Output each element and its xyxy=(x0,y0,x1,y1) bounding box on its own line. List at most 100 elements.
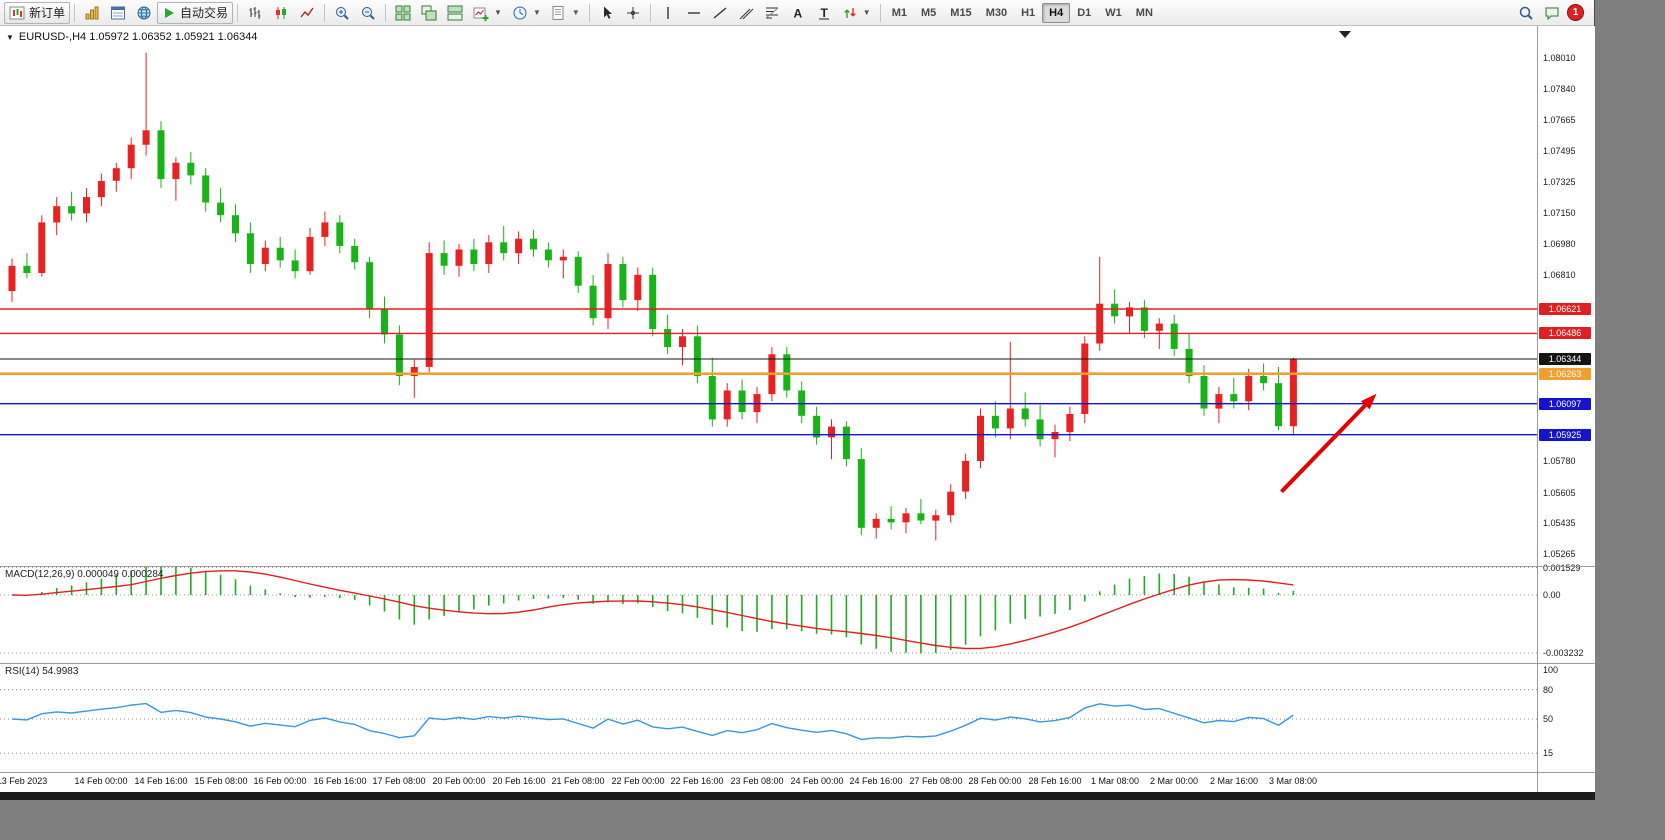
candle-body xyxy=(306,236,314,272)
channel-tool-button[interactable] xyxy=(733,2,759,24)
time-label: 20 Feb 00:00 xyxy=(432,776,486,786)
macd-pane-canvas[interactable] xyxy=(0,566,1537,663)
time-axis[interactable]: 13 Feb 2023 14 Feb 00:00 14 Feb 16:00 15 Fe… xyxy=(0,772,1537,792)
new-order-button[interactable]: 新订单 xyxy=(4,1,71,24)
candle-body xyxy=(246,233,254,264)
annotation-arrow[interactable] xyxy=(1280,398,1373,494)
candle-body xyxy=(440,253,448,266)
time-label: 24 Feb 00:00 xyxy=(790,776,844,786)
zoom-in-button[interactable] xyxy=(329,2,355,24)
profiles-button[interactable]: ▼ xyxy=(507,2,546,24)
chat-button[interactable] xyxy=(1539,2,1565,24)
profiles-clock-icon xyxy=(513,6,527,19)
text-label-tool-button[interactable]: T xyxy=(811,2,837,24)
rsi-axis-label: 80 xyxy=(1543,685,1554,695)
tf-button-h4[interactable]: H4 xyxy=(1042,2,1071,23)
candle-body xyxy=(232,215,239,234)
candle-body xyxy=(813,415,821,438)
candle-body xyxy=(604,264,612,319)
rsi-pane-canvas[interactable] xyxy=(0,663,1537,772)
auto-trading-button[interactable]: 自动交易 xyxy=(157,1,234,24)
time-label: 22 Feb 00:00 xyxy=(611,776,665,786)
candle-body xyxy=(1155,323,1163,331)
desktop-background xyxy=(1596,0,1665,840)
candle-body xyxy=(1260,376,1268,384)
candle-body xyxy=(664,329,672,348)
horizontal-line-icon xyxy=(687,11,700,14)
tf-button-m5[interactable]: M5 xyxy=(914,3,943,23)
search-button[interactable] xyxy=(1513,2,1539,24)
price-tag: 1.06486 xyxy=(1539,327,1591,339)
arrows-tool-button[interactable]: ▼ xyxy=(837,2,876,24)
symbol-dropdown-icon[interactable]: ▼ xyxy=(6,32,14,42)
time-label: 2 Mar 16:00 xyxy=(1209,776,1259,786)
toolbar-separator xyxy=(237,3,239,22)
candle-body xyxy=(708,376,716,420)
templates-button[interactable]: ▼ xyxy=(546,2,585,24)
market-watch-button[interactable] xyxy=(79,2,105,24)
new-order-icon xyxy=(9,6,25,19)
tf-button-m1[interactable]: M1 xyxy=(885,3,914,23)
candle-body xyxy=(589,285,597,319)
candle-body xyxy=(1021,408,1029,420)
bar-chart-button[interactable] xyxy=(242,2,268,24)
candle-body xyxy=(1140,307,1148,331)
search-icon xyxy=(1519,6,1533,20)
tf-button-d1[interactable]: D1 xyxy=(1070,3,1098,23)
bottom-scrollbar[interactable] xyxy=(0,792,1595,800)
time-label: 3 Mar 08:00 xyxy=(1268,776,1318,786)
notification-badge[interactable]: 1 xyxy=(1567,4,1584,21)
candle-body xyxy=(455,249,463,266)
candle-body xyxy=(381,309,388,335)
pane-separator[interactable] xyxy=(0,566,1595,567)
price-tag: 1.06263 xyxy=(1539,368,1591,380)
toolbar-separator xyxy=(588,3,590,22)
trendline-tool-button[interactable] xyxy=(707,2,733,24)
price-shift-marker[interactable] xyxy=(1339,31,1351,38)
candle-body xyxy=(1081,343,1089,414)
candle-body xyxy=(1215,394,1223,409)
rsi-line xyxy=(11,702,1294,741)
crosshair-button[interactable] xyxy=(620,2,646,24)
tf-button-h1[interactable]: H1 xyxy=(1014,3,1042,23)
text-tool-button[interactable]: A xyxy=(785,2,811,24)
horizontal-line-tool-button[interactable] xyxy=(681,2,707,24)
candle-body xyxy=(842,426,850,460)
new-chart-button[interactable]: ▼ xyxy=(468,2,507,24)
fibonacci-tool-button[interactable] xyxy=(759,2,785,24)
zoom-out-button[interactable] xyxy=(355,2,381,24)
trading-app-window: 新订单 自动交易 ▼ ▼ ▼ A T ▼ xyxy=(0,0,1595,800)
vertical-line-tool-button[interactable] xyxy=(655,2,681,24)
tf-button-m30[interactable]: M30 xyxy=(979,3,1014,23)
candle-body xyxy=(1111,303,1119,317)
tile-windows-button[interactable] xyxy=(390,2,416,24)
time-label: 22 Feb 16:00 xyxy=(670,776,724,786)
data-window-button[interactable] xyxy=(105,2,131,24)
candle-body xyxy=(23,265,31,273)
candle-body xyxy=(142,130,150,145)
arrange-windows-button[interactable] xyxy=(442,2,468,24)
time-label: 17 Feb 08:00 xyxy=(372,776,426,786)
arrange-windows-icon xyxy=(447,5,463,20)
new-order-label: 新订单 xyxy=(29,6,66,20)
tf-button-w1[interactable]: W1 xyxy=(1098,3,1129,23)
cursor-button[interactable] xyxy=(594,2,620,24)
text-icon: A xyxy=(793,6,802,20)
navigator-button[interactable] xyxy=(131,2,157,24)
chart-title: ▼ EURUSD-,H4 1.05972 1.06352 1.05921 1.0… xyxy=(6,31,257,43)
price-tick: 1.05605 xyxy=(1543,488,1576,498)
tf-button-mn[interactable]: MN xyxy=(1129,3,1160,23)
candle-body xyxy=(1126,307,1133,317)
cascade-windows-button[interactable] xyxy=(416,2,442,24)
time-label: 28 Feb 00:00 xyxy=(968,776,1022,786)
line-chart-button[interactable] xyxy=(294,2,320,24)
tf-button-m15[interactable]: M15 xyxy=(943,3,978,23)
pane-separator[interactable] xyxy=(0,663,1595,664)
price-axis[interactable]: 1.08010 1.07840 1.07665 1.07495 1.07325 1.071… xyxy=(1537,26,1595,792)
price-chart-canvas[interactable] xyxy=(0,26,1537,566)
time-label: 2 Mar 00:00 xyxy=(1149,776,1199,786)
candle-body xyxy=(470,249,478,264)
candle-body xyxy=(515,238,523,254)
candle-chart-button[interactable] xyxy=(268,2,294,24)
toolbar-separator xyxy=(649,3,651,22)
